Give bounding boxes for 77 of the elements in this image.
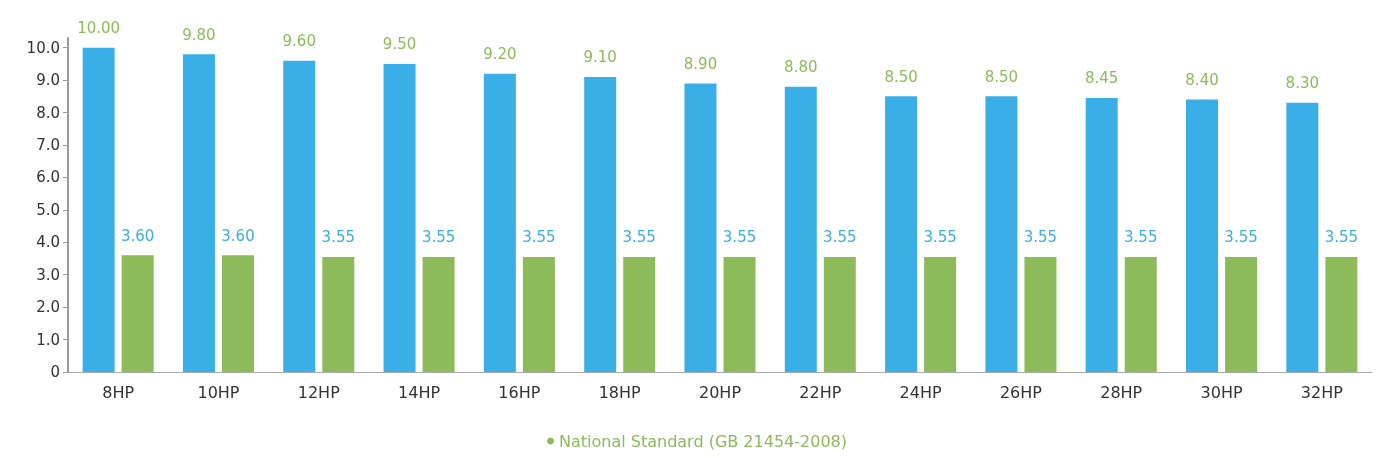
y-tick-label: 6.0 — [36, 168, 60, 187]
data-label: 8.40 — [1185, 71, 1219, 90]
data-label: 9.80 — [182, 25, 216, 44]
data-label: 3.55 — [722, 228, 757, 247]
bar — [1024, 256, 1057, 372]
bar — [422, 256, 455, 372]
bar — [383, 63, 416, 372]
data-label: 8.90 — [683, 54, 718, 73]
x-tick-label: 32HP — [1300, 382, 1344, 402]
bar — [522, 256, 555, 372]
bar — [1186, 99, 1219, 372]
x-tick-label: 14HP — [398, 382, 441, 402]
bar — [784, 86, 817, 372]
data-label: 3.60 — [221, 226, 255, 245]
bar — [322, 256, 355, 372]
x-tick-label: 28HP — [1100, 382, 1143, 402]
data-label: 8.50 — [984, 67, 1019, 86]
data-label: 3.55 — [321, 228, 355, 247]
data-label: 3.55 — [421, 228, 456, 247]
x-tick-label: 18HP — [598, 382, 642, 402]
x-tick-label: 24HP — [899, 382, 942, 402]
bar — [723, 256, 756, 372]
bar — [221, 255, 254, 372]
data-label: 3.55 — [522, 228, 556, 247]
bar — [483, 73, 516, 372]
x-tick-label: 26HP — [999, 382, 1043, 402]
data-label: 3.55 — [1124, 228, 1158, 247]
y-tick-label: 0 — [50, 363, 60, 381]
x-tick-label: 8HP — [102, 382, 135, 402]
bar — [283, 60, 316, 372]
bar — [1286, 102, 1319, 372]
data-label: 3.55 — [823, 228, 857, 247]
y-tick-label: 10.0 — [26, 38, 60, 57]
x-tick-label: 12HP — [297, 382, 341, 402]
bar — [121, 255, 154, 372]
bar — [924, 256, 957, 372]
bar — [1325, 256, 1358, 372]
y-tick-label: 1.0 — [36, 330, 60, 349]
data-label: 3.55 — [1324, 228, 1359, 247]
data-label: 9.20 — [483, 45, 517, 64]
data-label: 8.45 — [1085, 69, 1119, 88]
x-tick-label: 10HP — [197, 382, 240, 402]
bar — [1225, 256, 1258, 372]
data-label: 8.50 — [884, 67, 918, 86]
x-tick-label: 22HP — [799, 382, 842, 402]
y-tick-label: 2.0 — [36, 298, 60, 317]
y-tick-label: 3.0 — [36, 265, 60, 284]
bar — [1124, 256, 1157, 372]
data-label: 8.80 — [784, 58, 818, 77]
bar — [584, 76, 617, 372]
data-label: 10.00 — [77, 19, 121, 38]
data-label: 9.50 — [382, 35, 417, 54]
data-label: 3.55 — [923, 228, 957, 247]
bar — [985, 96, 1018, 372]
data-label: 9.10 — [583, 48, 617, 67]
y-tick-label: 5.0 — [36, 200, 60, 219]
y-tick-label: 8.0 — [36, 103, 60, 122]
bar — [623, 256, 656, 372]
bar — [82, 47, 115, 372]
x-tick-label: 30HP — [1200, 382, 1243, 402]
bar — [182, 54, 215, 372]
y-tick-label: 7.0 — [36, 136, 60, 155]
bar — [885, 96, 918, 372]
legend-label: National Standard (GB 21454-2008) — [559, 431, 847, 451]
data-label: 3.60 — [120, 226, 155, 245]
bar — [823, 256, 856, 372]
data-label: 8.30 — [1285, 74, 1320, 93]
data-label: 3.55 — [1224, 228, 1258, 247]
bar — [1085, 97, 1118, 372]
data-label: 3.55 — [1023, 228, 1058, 247]
data-label: 9.60 — [282, 32, 316, 51]
y-tick-label: 9.0 — [36, 71, 60, 90]
bar — [684, 83, 717, 372]
x-tick-label: 20HP — [698, 382, 742, 402]
data-label: 3.55 — [622, 228, 656, 247]
y-tick-label: 4.0 — [36, 233, 60, 252]
x-tick-label: 16HP — [498, 382, 541, 402]
